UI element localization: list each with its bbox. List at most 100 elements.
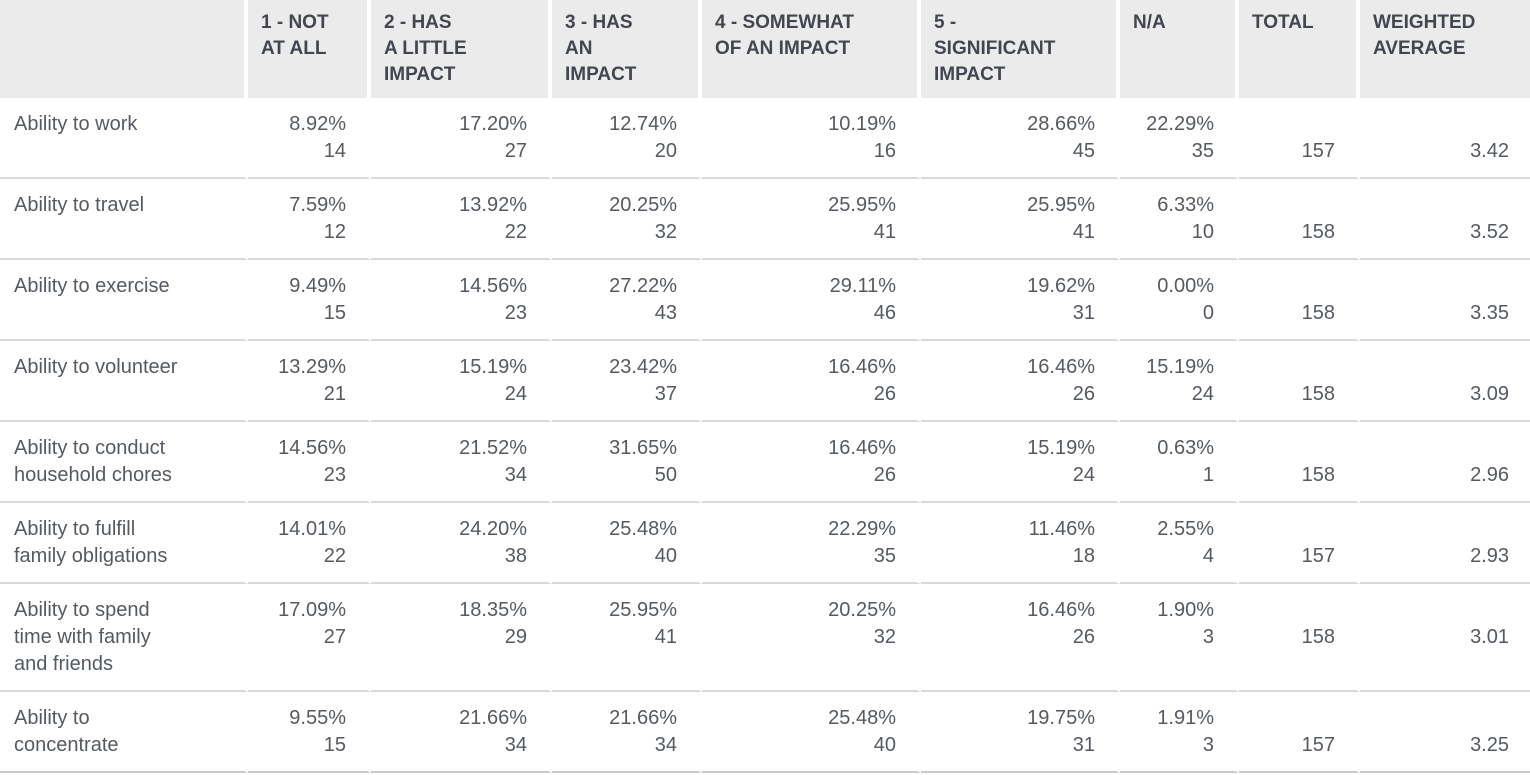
- cell-percent: 15.19%: [459, 356, 527, 378]
- row-label: Ability to volunteer: [0, 341, 248, 422]
- cell-percent: 23.42%: [609, 356, 677, 378]
- cell-percent: 20.25%: [609, 194, 677, 216]
- cell-count: 26: [873, 464, 896, 486]
- table-row-ability-to-volunteer: Ability to volunteer 13.29% 21 15.19% 24 2…: [0, 341, 1530, 422]
- cell-count: 3: [1202, 626, 1214, 648]
- weighted-average-value: 3.35: [1470, 302, 1509, 324]
- cell-count: 27: [504, 140, 527, 162]
- spacer: [1374, 516, 1509, 543]
- cell-count: 18: [1072, 545, 1095, 567]
- cell-percent: 15.19%: [1027, 437, 1095, 459]
- total-cell: 158: [1239, 422, 1360, 503]
- cell-percent: 16.46%: [1027, 356, 1095, 378]
- spacer: [1374, 273, 1509, 300]
- cell-percent: 19.62%: [1027, 275, 1095, 297]
- cell-percent: 8.92%: [289, 113, 346, 135]
- cell-count: 32: [654, 221, 677, 243]
- spacer: [1253, 597, 1335, 624]
- cell-percent: 20.25%: [828, 599, 896, 621]
- answer-cell: 17.20% 27: [371, 98, 552, 179]
- cell-count: 43: [654, 302, 677, 324]
- cell-percent: 17.09%: [278, 599, 346, 621]
- column-header-3-has-an-impact: 3 - HAS AN IMPACT: [552, 0, 702, 98]
- cell-percent: 1.90%: [1157, 599, 1214, 621]
- column-header-weighted-average: WEIGHTED AVERAGE: [1360, 0, 1530, 98]
- total-count: 157: [1301, 734, 1335, 756]
- cell-count: 24: [504, 383, 527, 405]
- cell-count: 26: [1072, 383, 1095, 405]
- cell-percent: 21.66%: [609, 707, 677, 729]
- total-cell: 158: [1239, 341, 1360, 422]
- cell-count: 40: [654, 545, 677, 567]
- answer-cell: 16.46% 26: [921, 341, 1120, 422]
- cell-count: 41: [873, 221, 896, 243]
- cell-count: 35: [873, 545, 896, 567]
- cell-count: 40: [873, 734, 896, 756]
- cell-count: 0: [1202, 302, 1214, 324]
- answer-cell: 24.20% 38: [371, 503, 552, 584]
- answer-cell: 20.25% 32: [702, 584, 921, 692]
- column-header-empty: [0, 0, 248, 98]
- cell-count: 41: [1072, 221, 1095, 243]
- cell-percent: 6.33%: [1157, 194, 1214, 216]
- row-label: Ability to spend time with family and fr…: [0, 584, 248, 692]
- cell-count: 14: [323, 140, 346, 162]
- spacer: [1374, 597, 1509, 624]
- total-count: 158: [1301, 221, 1335, 243]
- cell-count: 31: [1072, 302, 1095, 324]
- total-cell: 157: [1239, 98, 1360, 179]
- total-count: 158: [1301, 626, 1335, 648]
- cell-count: 29: [504, 626, 527, 648]
- column-header-total: TOTAL: [1239, 0, 1360, 98]
- weighted-average-cell: 3.35: [1360, 260, 1530, 341]
- answer-cell: 28.66% 45: [921, 98, 1120, 179]
- cell-count: 24: [1191, 383, 1214, 405]
- answer-cell: 31.65% 50: [552, 422, 702, 503]
- cell-percent: 24.20%: [459, 518, 527, 540]
- weighted-average-cell: 3.42: [1360, 98, 1530, 179]
- cell-count: 3: [1202, 734, 1214, 756]
- total-cell: 158: [1239, 260, 1360, 341]
- answer-cell: 25.48% 40: [552, 503, 702, 584]
- cell-percent: 15.19%: [1146, 356, 1214, 378]
- table-row-ability-to-conduct-household-chores: Ability to conduct household chores 14.5…: [0, 422, 1530, 503]
- cell-percent: 9.49%: [289, 275, 346, 297]
- column-header-1-not-at-all: 1 - NOT AT ALL: [248, 0, 371, 98]
- cell-percent: 16.46%: [828, 356, 896, 378]
- answer-cell: 27.22% 43: [552, 260, 702, 341]
- total-count: 158: [1301, 464, 1335, 486]
- cell-percent: 31.65%: [609, 437, 677, 459]
- column-header-2-has-a-little-impact: 2 - HAS A LITTLE IMPACT: [371, 0, 552, 98]
- total-count: 157: [1301, 545, 1335, 567]
- cell-percent: 7.59%: [289, 194, 346, 216]
- answer-cell: 0.00% 0: [1120, 260, 1239, 341]
- cell-count: 34: [504, 734, 527, 756]
- spacer: [1374, 705, 1509, 732]
- row-label: Ability to exercise: [0, 260, 248, 341]
- answer-cell: 6.33% 10: [1120, 179, 1239, 260]
- weighted-average-cell: 2.96: [1360, 422, 1530, 503]
- cell-percent: 22.29%: [828, 518, 896, 540]
- answer-cell: 21.66% 34: [371, 692, 552, 773]
- answer-cell: 18.35% 29: [371, 584, 552, 692]
- answer-cell: 0.63% 1: [1120, 422, 1239, 503]
- answer-cell: 9.55% 15: [248, 692, 371, 773]
- answer-cell: 15.19% 24: [921, 422, 1120, 503]
- spacer: [1253, 516, 1335, 543]
- weighted-average-value: 3.52: [1470, 221, 1509, 243]
- spacer: [1253, 111, 1335, 138]
- column-header-4-somewhat-of-an-impact: 4 - SOMEWHAT OF AN IMPACT: [702, 0, 921, 98]
- answer-cell: 16.46% 26: [702, 422, 921, 503]
- answer-cell: 14.01% 22: [248, 503, 371, 584]
- answer-cell: 9.49% 15: [248, 260, 371, 341]
- cell-percent: 13.92%: [459, 194, 527, 216]
- cell-count: 41: [654, 626, 677, 648]
- cell-percent: 0.00%: [1157, 275, 1214, 297]
- cell-count: 26: [1072, 626, 1095, 648]
- cell-percent: 14.01%: [278, 518, 346, 540]
- cell-percent: 21.66%: [459, 707, 527, 729]
- cell-percent: 9.55%: [289, 707, 346, 729]
- cell-percent: 16.46%: [1027, 599, 1095, 621]
- cell-count: 34: [654, 734, 677, 756]
